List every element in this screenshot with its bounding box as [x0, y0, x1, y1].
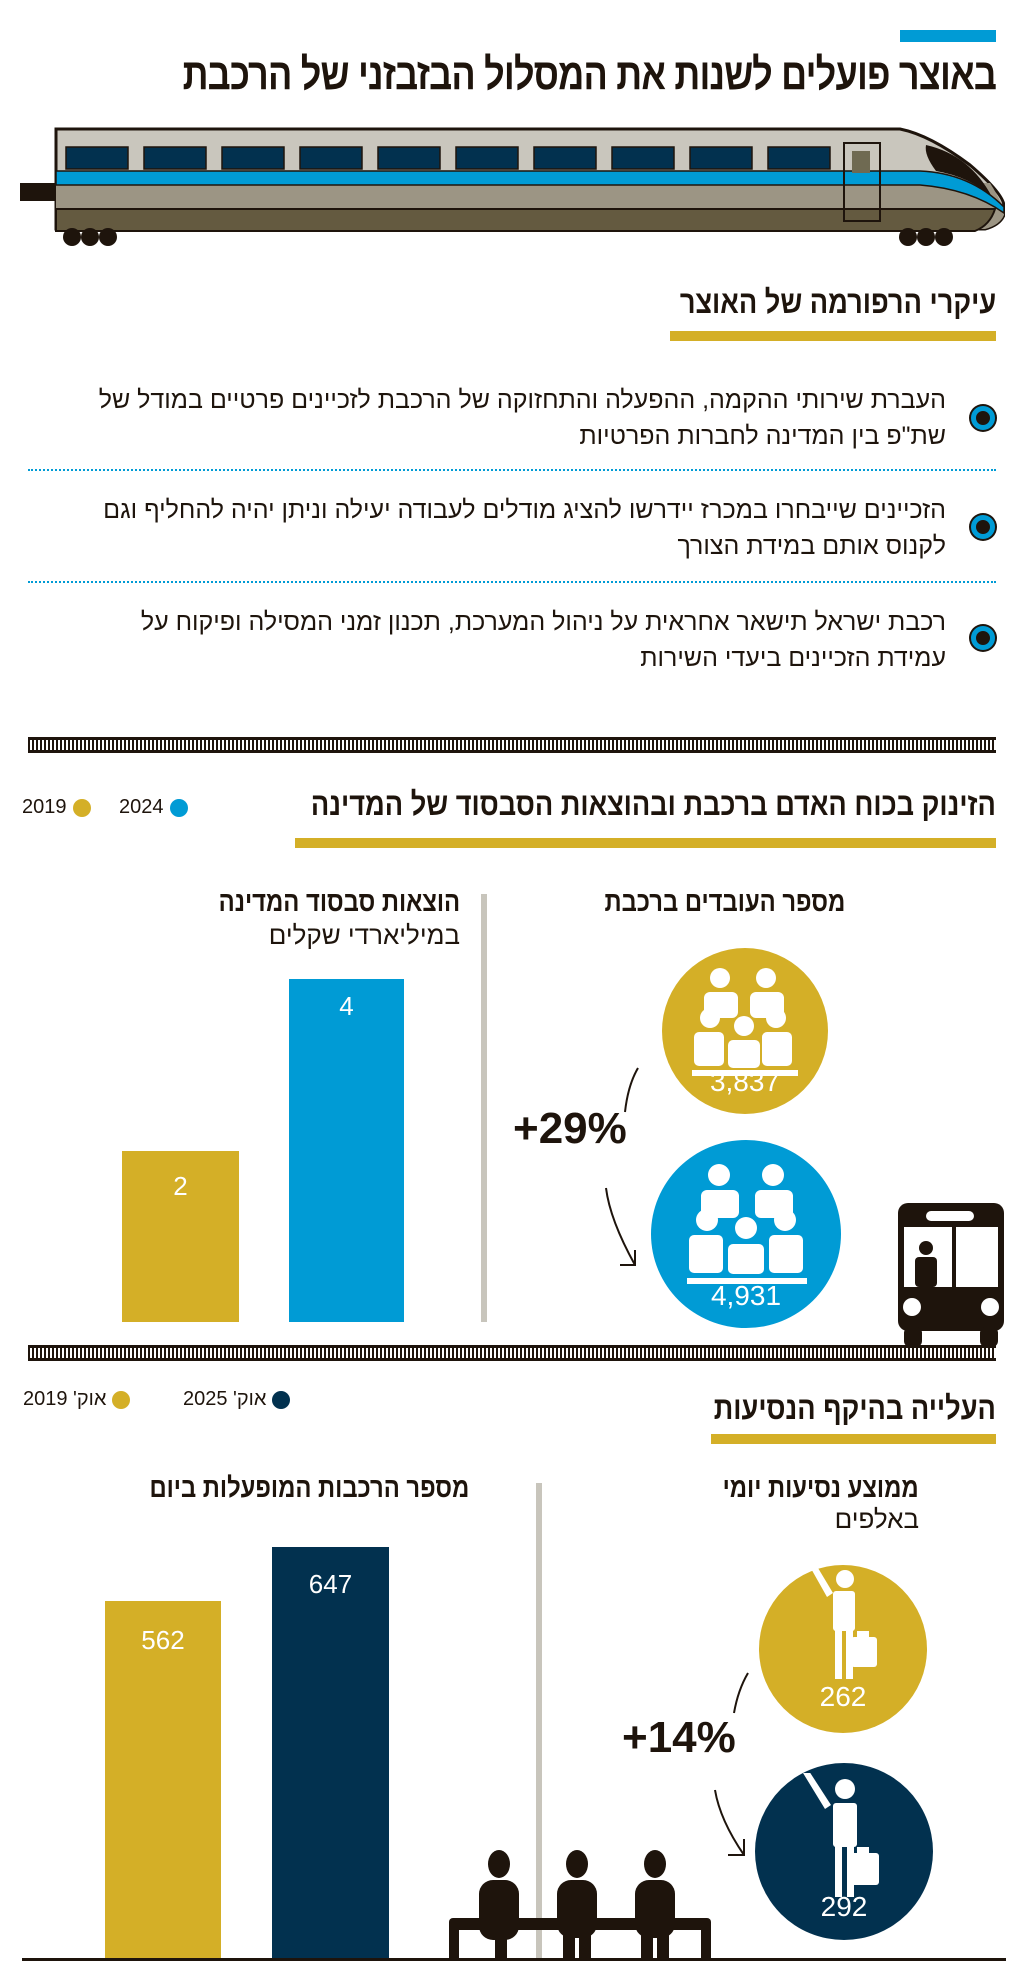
legend-dot-icon [112, 1390, 131, 1409]
legend-item-2019: 2019 [22, 796, 91, 819]
section3-heading: העלייה בהיקף הנסיעות [713, 1390, 996, 1426]
bar-label: 647 [308, 1569, 353, 1599]
vertical-divider [481, 894, 487, 1322]
reform-item: רכבת ישראל תישאר אחראית על ניהול המערכת,… [140, 608, 946, 672]
curved-arrow-icon [714, 1672, 749, 1856]
baseline [22, 1958, 1006, 1961]
group-of-people-icon [687, 1164, 807, 1284]
trips-2019-circle: 262 [759, 1565, 927, 1733]
rail-track-divider [28, 737, 996, 753]
workers-2024-value: 4,931 [710, 1280, 782, 1311]
section2-heading-underline [295, 838, 996, 848]
bullet-dot-icon [971, 626, 995, 650]
bar-oct-2019: 562 [105, 1601, 221, 1959]
trains-title: מספר הרכבות המופעלות ביום [149, 1472, 469, 1503]
legend-label: 2024 [119, 796, 164, 818]
legend-dot-icon [272, 1390, 291, 1409]
trips-title: ממוצע נסיעות יומי [722, 1472, 919, 1503]
bar-label: 2 [173, 1170, 188, 1201]
legend-dot-icon [169, 798, 188, 817]
subsidy-title: הוצאות סבסוד המדינה [218, 886, 460, 917]
workers-2019-value: 3,837 [709, 1066, 781, 1097]
legend-label: אוק' 2025 [183, 1388, 267, 1410]
reform-heading: עיקרי הרפורמה של האוצר [679, 284, 996, 320]
legend-dot-icon [72, 798, 91, 817]
legend-item-oct-2019: אוק' 2019 [23, 1388, 131, 1411]
bus-icon [898, 1203, 1004, 1347]
bar-2024: 4 [289, 979, 404, 1322]
curved-arrow-icon [605, 1067, 639, 1266]
trips-unit: באלפים [834, 1504, 919, 1534]
workers-change-label: +29% [513, 1104, 627, 1153]
bar-label: 4 [339, 991, 354, 1021]
reform-heading-underline [670, 331, 996, 341]
legend-label: 2019 [22, 796, 67, 818]
bar-label: 562 [141, 1625, 185, 1656]
section3-heading-underline [711, 1434, 996, 1444]
vertical-divider [536, 1483, 542, 1960]
section2-heading: הזינוק בכוח האדם ברכבת ובהוצאות הסבסוד ש… [311, 786, 996, 822]
bullet-dot-icon [971, 406, 995, 430]
trips-2019-value: 262 [819, 1681, 867, 1712]
legend-label: אוק' 2019 [23, 1388, 107, 1410]
page-title: באוצר פועלים לשנות את המסלול הבזבזני של … [182, 50, 996, 99]
workers-title: מספר העובדים ברכבת [604, 886, 845, 917]
reform-item: הזכיינים שייבחרו במכרז יידרשו להציג מודל… [103, 496, 946, 560]
trips-change-label: +14% [622, 1713, 736, 1762]
reform-item: העברת שירותי ההקמה, ההפעלה והתחזוקה של ה… [98, 386, 946, 450]
traveler-with-suitcase-icon [803, 1773, 879, 1897]
group-of-people-icon [692, 968, 798, 1076]
accent-bar [900, 30, 996, 42]
bullet-dot-icon [971, 515, 995, 539]
bar-2019: 2 [122, 1150, 239, 1322]
people-on-bench-icon [449, 1850, 711, 1960]
workers-2024-circle: 4,931 [651, 1140, 841, 1328]
divider [28, 581, 996, 583]
trips-2025-circle: 292 [755, 1763, 933, 1940]
traveler-with-suitcase-icon [809, 1565, 877, 1679]
legend-item-2024: 2024 [119, 796, 188, 819]
rail-track-divider [28, 1345, 996, 1361]
train-illustration [20, 127, 1005, 246]
trips-2025-value: 292 [820, 1891, 868, 1922]
legend-item-oct-2025: אוק' 2025 [183, 1388, 291, 1411]
subsidy-unit: במיליארדי שקלים [268, 920, 460, 950]
workers-2019-circle: 3,837 [662, 948, 828, 1114]
divider [28, 469, 996, 471]
bar-oct-2025: 647 [272, 1547, 389, 1959]
